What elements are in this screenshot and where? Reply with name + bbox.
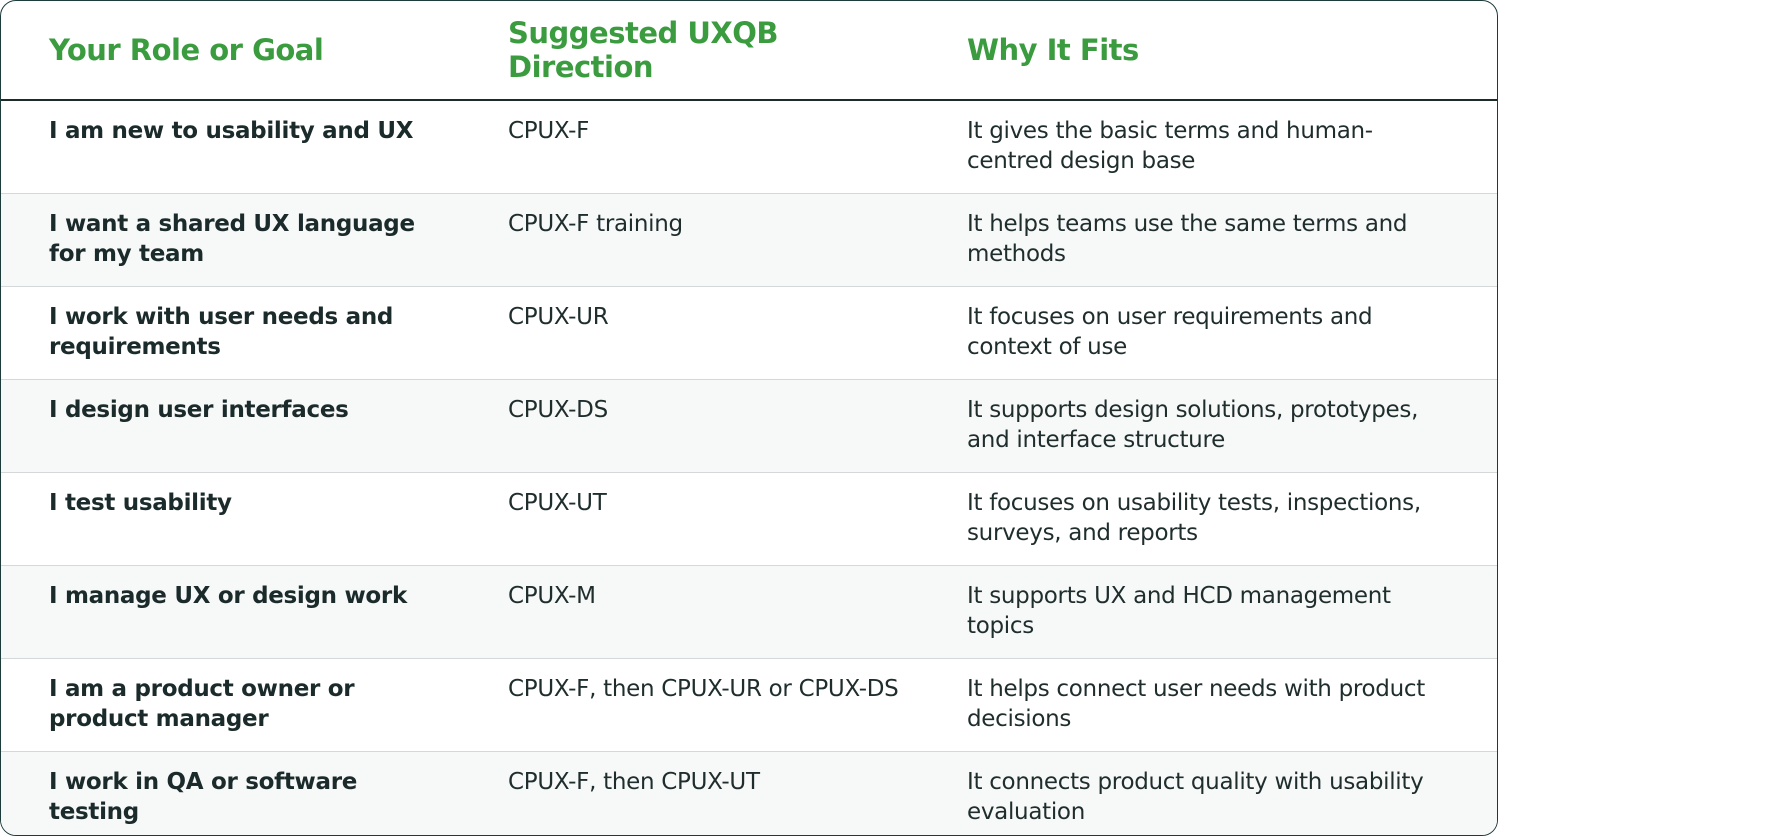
table-card: Your Role or Goal Suggested UXQB Directio… (0, 0, 1498, 836)
table-cell: CPUX-F, then CPUX-UT (460, 751, 919, 835)
table-cell: It supports UX and HCD management topics (919, 565, 1497, 659)
table-cell: It gives the basic terms and human-centr… (919, 99, 1497, 194)
table-row: I work in QA or software testing CPUX-F, … (1, 751, 1497, 835)
header-cell: Suggested UXQB Direction (460, 1, 919, 101)
table-cell: I want a shared UX language for my team (1, 193, 460, 287)
table-cell: I work with user needs and requirements (1, 286, 460, 380)
header-cell: Your Role or Goal (1, 1, 460, 101)
table-row: I design user interfaces CPUX-DS It suppor… (1, 379, 1497, 473)
table-cell: CPUX-F (460, 99, 919, 194)
table-cell: I work in QA or software testing (1, 751, 460, 835)
table-cell: CPUX-DS (460, 379, 919, 473)
header-cell: Why It Fits (919, 1, 1497, 101)
table-cell: I am a product owner or product manager (1, 658, 460, 752)
table-cell: It helps connect user needs with product… (919, 658, 1497, 752)
table-cell: It supports design solutions, prototypes… (919, 379, 1497, 473)
table-cell: I am new to usability and UX (1, 99, 460, 194)
table-cell: It focuses on user requirements and cont… (919, 286, 1497, 380)
table-row: I test usability CPUX-UT It focuses on usa… (1, 472, 1497, 566)
table-cell: I manage UX or design work (1, 565, 460, 659)
table-cell: It helps teams use the same terms and me… (919, 193, 1497, 287)
table-body: I am new to usability and UX CPUX-F It giv… (1, 99, 1497, 835)
table-row: I work with user needs and requirements C… (1, 286, 1497, 380)
table-cell: CPUX-UT (460, 472, 919, 566)
table-row: I am a product owner or product manager C… (1, 658, 1497, 752)
table-cell: It connects product quality with usabili… (919, 751, 1497, 835)
table-cell: CPUX-F, then CPUX-UR or CPUX-DS (460, 658, 919, 752)
table-row: I want a shared UX language for my team C… (1, 193, 1497, 287)
table-cell: CPUX-F training (460, 193, 919, 287)
table: Your Role or Goal Suggested UXQB Directio… (1, 1, 1497, 835)
table-row: I manage UX or design work CPUX-M It suppo… (1, 565, 1497, 659)
table-row: I am new to usability and UX CPUX-F It giv… (1, 99, 1497, 194)
table-cell: I design user interfaces (1, 379, 460, 473)
table-cell: CPUX-UR (460, 286, 919, 380)
header-row: Your Role or Goal Suggested UXQB Directio… (1, 1, 1497, 101)
table-cell: CPUX-M (460, 565, 919, 659)
table-cell: I test usability (1, 472, 460, 566)
table-cell: It focuses on usability tests, inspectio… (919, 472, 1497, 566)
